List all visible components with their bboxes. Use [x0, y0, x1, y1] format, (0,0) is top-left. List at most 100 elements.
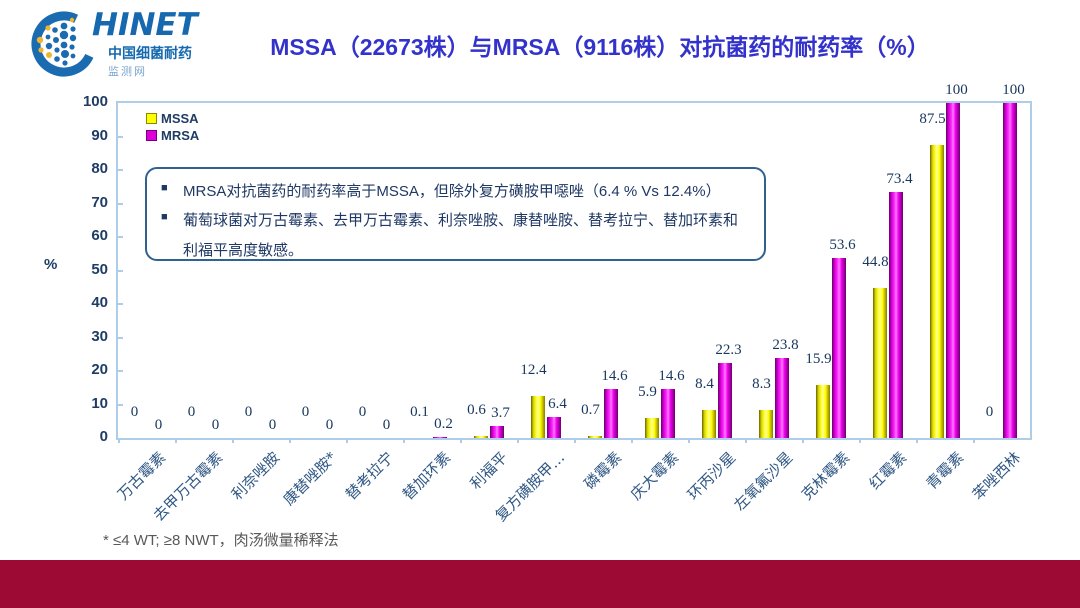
- annotation-bullet-2: ■ 葡萄球菌对万古霉素、去甲万古霉素、利奈唑胺、康替唑胺、替考拉宁、替加环素和利…: [161, 206, 748, 265]
- y-tick-label: 80: [91, 160, 108, 177]
- bar-value-mrsa-13: 53.6: [829, 237, 856, 254]
- y-tick-label: 70: [91, 193, 108, 211]
- y-axis-tick: [118, 269, 123, 272]
- x-axis-tick: [289, 438, 291, 443]
- x-axis-tick: [574, 438, 576, 443]
- chinet-logo-icon: [26, 4, 106, 91]
- legend-label-mssa: MSSA: [161, 111, 199, 126]
- plot-area: 0 0 0 0 0 0 0 0 0 0 0.1 0.2 0.6 3.7 12.4 6.4 0.7 14.6 5.9 1…: [118, 82, 1030, 443]
- x-axis-tick: [973, 438, 975, 443]
- bar-value-mrsa-6: 0.2: [434, 416, 453, 433]
- y-axis-tick: [118, 169, 123, 171]
- x-axis-tick: [802, 438, 804, 443]
- bar-mrsa-8: [546, 416, 561, 438]
- bar-value-mssa-10: 5.9: [638, 384, 657, 401]
- x-axis-tick: [346, 438, 348, 443]
- bar-value-mssa-3: 0: [244, 404, 253, 420]
- bar-value-mrsa-14: 73.4: [886, 171, 913, 188]
- bar-mrsa-14: [888, 192, 903, 438]
- bar-mrsa-11: [717, 363, 732, 438]
- bar-value-mssa-6: 0.1: [410, 403, 429, 420]
- bar-value-mssa-12: 8.3: [752, 376, 771, 393]
- y-tick-label: 50: [91, 260, 108, 278]
- bullet-square-icon: ■: [161, 211, 168, 224]
- x-axis-tick: [118, 438, 120, 443]
- bar-value-mrsa-4: 0: [325, 417, 334, 433]
- y-axis-tick: [118, 303, 123, 305]
- bar-value-mrsa-5: 0: [382, 417, 391, 433]
- bar-mrsa-10: [660, 389, 675, 438]
- bar-value-mrsa-11: 22.3: [715, 342, 742, 359]
- annotation-box: ■ MRSA对抗菌药的耐药率高于MSSA，但除外复方磺胺甲噁唑（6.4 % Vs…: [145, 167, 766, 261]
- x-axis-tick: [517, 438, 519, 443]
- y-tick-label: 0: [99, 428, 108, 445]
- bar-mrsa-16: [1002, 103, 1017, 438]
- y-tick-label: 40: [91, 294, 108, 311]
- logo-subtitle-cn: 中国细菌耐药: [108, 45, 192, 61]
- y-tick-label: 60: [91, 227, 108, 244]
- legend-item-mssa: MSSA: [146, 110, 199, 127]
- bar-mrsa-13: [831, 258, 846, 438]
- y-axis-tick: [118, 370, 123, 372]
- bar-mrsa-9: [603, 389, 618, 438]
- bar-value-mrsa-16: 100: [1002, 82, 1025, 98]
- y-axis-tick: [118, 336, 123, 339]
- x-axis-tick: [916, 438, 918, 443]
- bar-mssa-12: [758, 410, 773, 438]
- x-axis-tick: [460, 438, 462, 443]
- x-axis-tick: [232, 438, 234, 443]
- legend-label-mrsa: MRSA: [161, 128, 200, 143]
- bar-mrsa-6: [432, 437, 447, 438]
- x-axis-tick: [403, 438, 405, 443]
- bar-value-mssa-8: 12.4: [520, 362, 547, 379]
- y-axis-tick: [118, 403, 123, 406]
- bar-value-mrsa-10: 14.6: [658, 368, 685, 385]
- chart-plot-box: 0 0 0 0 0 0 0 0 0 0 0.1 0.2 0.6 3.7 12.4 6.4 0.7 14.6 5.9 1…: [116, 82, 1032, 443]
- x-axis-tick: [688, 438, 690, 443]
- y-tick-label: 30: [91, 327, 108, 345]
- bar-value-mssa-7: 0.6: [467, 402, 486, 418]
- bar-value-mrsa-12: 23.8: [772, 337, 799, 354]
- bar-value-mssa-13: 15.9: [805, 350, 832, 367]
- bullet-square-icon: ■: [161, 182, 168, 194]
- bar-value-mssa-9: 0.7: [581, 401, 600, 418]
- y-tick-label: 100: [82, 93, 108, 110]
- y-tick-label: 20: [91, 361, 108, 378]
- bar-value-mssa-2: 0: [187, 404, 196, 420]
- y-axis-tick: [118, 135, 123, 138]
- bar-mssa-15: [929, 144, 944, 438]
- bar-mssa-9: [587, 435, 602, 438]
- bar-mrsa-7: [489, 425, 504, 438]
- bar-value-mssa-15: 87.5: [919, 110, 946, 127]
- bar-mrsa-12: [774, 358, 789, 438]
- bar-value-mrsa-3: 0: [268, 417, 277, 433]
- x-axis-tick: [631, 438, 633, 443]
- bar-value-mrsa-7: 3.7: [491, 404, 510, 421]
- chinet-logo-text: HINET 中国细菌耐药 监测网: [92, 10, 198, 79]
- bar-mssa-8: [530, 396, 545, 438]
- logo-subtitle-net: 监测网: [108, 66, 147, 78]
- y-axis-tick: [118, 202, 123, 205]
- bar-value-mrsa-9: 14.6: [601, 368, 628, 385]
- x-axis-tick: [175, 438, 177, 443]
- bottom-maroon-band: [0, 560, 1080, 608]
- bar-value-mssa-5: 0: [358, 404, 367, 420]
- y-tick-label: 10: [91, 394, 108, 412]
- y-tick-label: 90: [91, 126, 108, 144]
- x-axis-tick: [859, 438, 861, 443]
- bar-value-mrsa-15: 100: [945, 82, 968, 98]
- bar-value-mssa-14: 44.8: [862, 253, 889, 270]
- bar-value-mssa-11: 8.4: [695, 375, 714, 392]
- y-axis-unit-label: %: [44, 256, 58, 273]
- footnote: * ≤4 WT; ≥8 NWT，肉汤微量稀释法: [103, 532, 339, 549]
- bar-mssa-14: [872, 287, 887, 438]
- legend-item-mrsa: MRSA: [146, 127, 199, 144]
- bar-mssa-11: [701, 409, 716, 438]
- x-axis-tick: [745, 438, 747, 443]
- bar-mrsa-15: [945, 103, 960, 438]
- annotation-text-2: 葡萄球菌对万古霉素、去甲万古霉素、利奈唑胺、康替唑胺、替考拉宁、替加环素和利福平…: [183, 211, 739, 259]
- chinet-logo: HINET 中国细菌耐药 监测网: [26, 4, 198, 91]
- bar-value-mrsa-1: 0: [154, 417, 163, 433]
- bar-value-mssa-4: 0: [301, 404, 310, 420]
- annotation-text-1: MRSA对抗菌药的耐药率高于MSSA，但除外复方磺胺甲噁唑（6.4 % Vs 1…: [183, 183, 721, 200]
